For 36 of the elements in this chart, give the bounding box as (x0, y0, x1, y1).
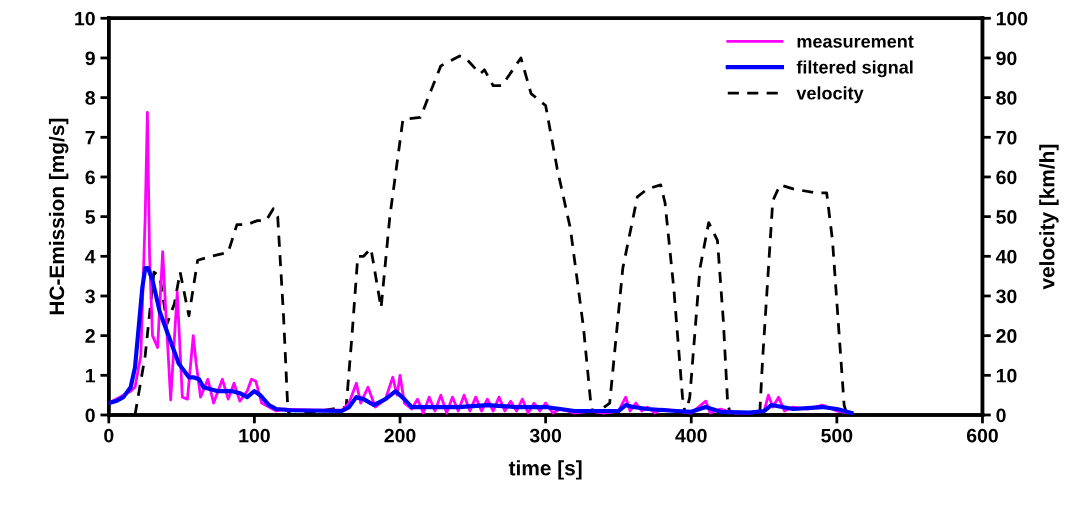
y2-tick-label: 30 (996, 289, 1017, 304)
y2-axis-title: velocity [km/h] (1039, 144, 1059, 290)
y-tick-label: 6 (85, 170, 95, 185)
y2-tick-label: 50 (996, 210, 1017, 224)
x-tick-label: 500 (821, 428, 853, 443)
y-tick-label: 3 (85, 289, 95, 304)
x-tick-label: 400 (675, 428, 707, 443)
line-series (108, 266, 854, 415)
y-tick-label: 4 (85, 249, 96, 264)
y2-tick-label: 70 (996, 130, 1017, 145)
y-tick-label: 10 (75, 11, 95, 26)
y2-tick-label: 90 (996, 51, 1017, 66)
y2-tick-label: 10 (996, 368, 1017, 383)
y2-tick-label: 40 (995, 249, 1017, 264)
y2-tick-label: 60 (996, 170, 1017, 185)
y-tick-label: 0 (85, 408, 95, 423)
x-tick-label: 200 (384, 428, 416, 443)
y-axis-title: HC-Emission [mg/s] (48, 118, 69, 315)
y2-tick-label: 80 (996, 91, 1017, 105)
legend-label: measurement (797, 35, 914, 48)
y-tick-label: 8 (85, 91, 96, 105)
x-tick-label: 300 (529, 428, 562, 443)
y2-tick-label: 0 (996, 408, 1006, 423)
x-tick-label: 100 (239, 428, 270, 443)
y-tick-label: 1 (86, 368, 96, 383)
legend-label: filtered signal (796, 60, 913, 78)
y-tick-label: 5 (85, 210, 96, 224)
y2-tick-label: 20 (996, 329, 1017, 343)
y-tick-label: 7 (85, 130, 95, 145)
x-tick-label: 600 (966, 428, 998, 443)
legend-label: velocity (796, 86, 864, 104)
y2-tick-label: 100 (996, 11, 1028, 26)
y-tick-label: 9 (85, 51, 95, 66)
x-tick-label: 0 (104, 428, 114, 443)
y-tick-label: 2 (85, 329, 95, 343)
x-axis-title: time [s] (508, 460, 582, 480)
